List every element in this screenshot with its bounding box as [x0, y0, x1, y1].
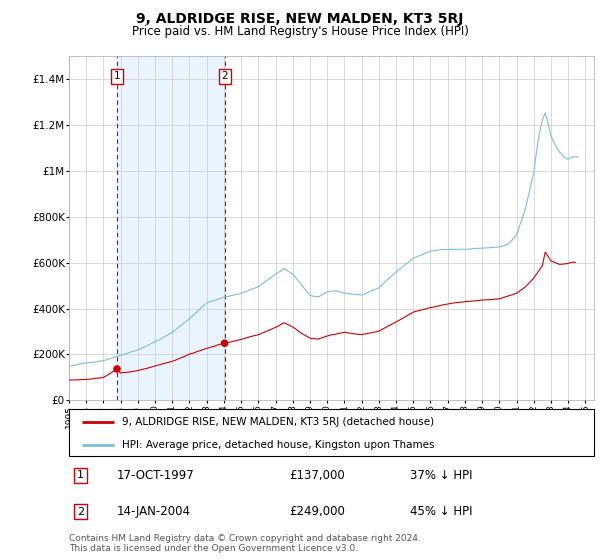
Text: £249,000: £249,000 [290, 505, 346, 518]
Bar [117, 56, 224, 400]
Text: 1: 1 [114, 72, 121, 82]
Point [112, 365, 122, 374]
Text: 9, ALDRIDGE RISE, NEW MALDEN, KT3 5RJ (detached house): 9, ALDRIDGE RISE, NEW MALDEN, KT3 5RJ (d… [121, 417, 434, 427]
Text: 45% ↓ HPI: 45% ↓ HPI [410, 505, 473, 518]
Text: 14-JAN-2004: 14-JAN-2004 [116, 505, 190, 518]
Text: 37% ↓ HPI: 37% ↓ HPI [410, 469, 473, 482]
Text: 2: 2 [221, 72, 228, 82]
Text: £137,000: £137,000 [290, 469, 345, 482]
Point [220, 339, 229, 348]
Text: Contains HM Land Registry data © Crown copyright and database right 2024.
This d: Contains HM Land Registry data © Crown c… [69, 534, 421, 553]
Text: 1: 1 [77, 470, 84, 480]
Text: 9, ALDRIDGE RISE, NEW MALDEN, KT3 5RJ: 9, ALDRIDGE RISE, NEW MALDEN, KT3 5RJ [136, 12, 464, 26]
Text: Price paid vs. HM Land Registry's House Price Index (HPI): Price paid vs. HM Land Registry's House … [131, 25, 469, 38]
Text: 17-OCT-1997: 17-OCT-1997 [116, 469, 194, 482]
Text: HPI: Average price, detached house, Kingston upon Thames: HPI: Average price, detached house, King… [121, 441, 434, 450]
Text: 2: 2 [77, 507, 84, 517]
